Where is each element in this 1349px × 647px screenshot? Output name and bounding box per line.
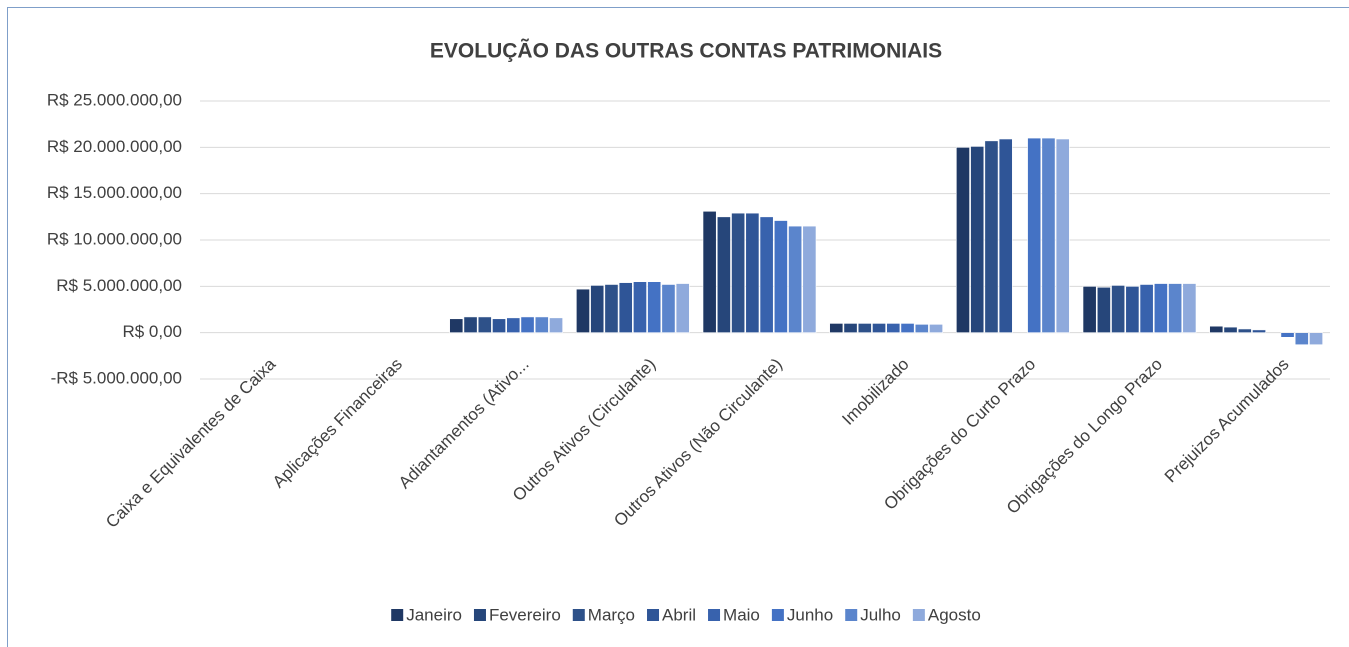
bar [463, 316, 478, 333]
bar [802, 225, 817, 333]
y-tick-label: R$ 5.000.000,00 [56, 276, 182, 295]
bar [956, 147, 970, 333]
bar [1153, 283, 1168, 333]
bar [1280, 332, 1295, 338]
bar [647, 281, 662, 333]
chart-border [7, 7, 1349, 647]
bar [506, 317, 521, 333]
y-tick-label: R$ 15.000.000,00 [47, 183, 182, 202]
bar [829, 323, 844, 333]
bar [618, 282, 633, 333]
legend: Janeiro Fevereiro Março Abril Maio Junho Julho… [391, 605, 981, 624]
bar [1209, 325, 1224, 333]
bar [702, 210, 717, 333]
bar [449, 318, 464, 333]
legend-marker [391, 609, 404, 621]
bar [970, 146, 985, 333]
legend-marker [845, 609, 858, 621]
bar [900, 323, 915, 333]
x-tick-label: Obrigações do Curto Prazo [880, 355, 1039, 514]
bar [1252, 329, 1266, 333]
legend-label: Abril [662, 605, 696, 624]
bar [886, 323, 901, 333]
y-tick-label: R$ 0,00 [122, 322, 182, 341]
bar [661, 284, 676, 333]
y-tick-label: R$ 20.000.000,00 [47, 137, 182, 156]
bar [716, 216, 731, 333]
bar [773, 220, 788, 333]
bar [759, 216, 774, 333]
bar [1168, 283, 1183, 333]
bar [1055, 138, 1070, 333]
bar [1027, 137, 1042, 333]
bar [872, 323, 886, 333]
x-tick-label: Adiantamentos (Ativo... [395, 355, 533, 493]
bar [492, 318, 506, 333]
bar [576, 288, 590, 333]
bar [477, 316, 492, 333]
legend-marker [647, 609, 660, 621]
y-tick-label: R$ 25.000.000,00 [47, 90, 182, 109]
chart-title: EVOLUÇÃO DAS OUTRAS CONTAS PATRIMONIAIS [430, 40, 942, 63]
legend-marker [771, 609, 784, 621]
bar [633, 281, 647, 333]
bar [590, 285, 605, 333]
bar [1309, 332, 1323, 346]
legend-label: Janeiro [406, 605, 462, 624]
bar [788, 225, 803, 333]
bar [1082, 286, 1097, 333]
bar [745, 212, 760, 333]
bar [843, 323, 858, 333]
bar [520, 316, 535, 333]
bar [1237, 328, 1252, 333]
legend-marker [473, 609, 486, 621]
bar [998, 138, 1013, 333]
bar [731, 212, 746, 333]
bar [1182, 283, 1197, 333]
y-tick-label: R$ 10.000.000,00 [47, 229, 182, 248]
bar [1139, 284, 1154, 333]
x-tick-label: Aplicações Financeiras [269, 355, 406, 492]
bar [857, 323, 872, 333]
bar [675, 283, 690, 333]
bar [914, 324, 929, 333]
bar [929, 324, 943, 333]
legend-marker [572, 609, 585, 621]
bar [1096, 286, 1111, 333]
x-tick-label: Imobilizado [838, 355, 912, 429]
x-tick-label: Outros Ativos (Circulante) [509, 355, 659, 505]
x-tick-label: Prejuizos Acumulados [1161, 355, 1293, 487]
y-tick-label: -R$ 5.000.000,00 [51, 368, 182, 387]
bar [984, 140, 999, 333]
bar [1125, 286, 1140, 333]
legend-label: Junho [787, 605, 833, 624]
legend-label: Maio [723, 605, 760, 624]
legend-label: Fevereiro [489, 605, 561, 624]
legend-marker [708, 609, 721, 621]
legend-label: Março [588, 605, 635, 624]
bar [1223, 326, 1238, 333]
bar [604, 284, 619, 333]
bar [1041, 137, 1056, 333]
legend-label: Agosto [928, 605, 981, 624]
bar [1294, 332, 1309, 346]
bar [1111, 285, 1126, 333]
bar [534, 316, 549, 333]
legend-marker [912, 609, 925, 621]
legend-label: Julho [860, 605, 901, 624]
bar [549, 317, 563, 333]
